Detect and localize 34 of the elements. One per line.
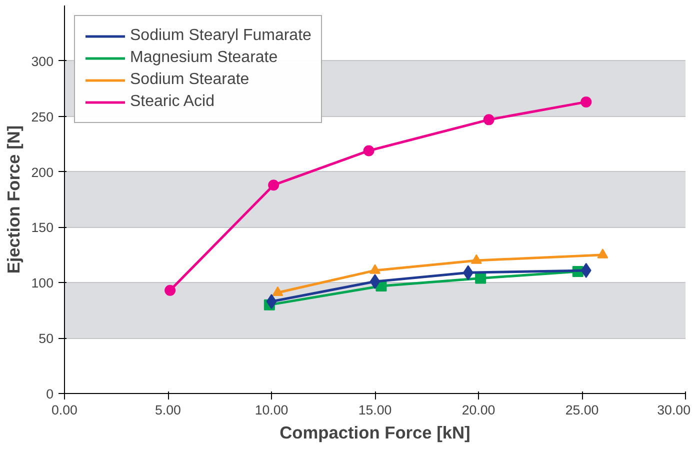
y-tick-label: 100 — [31, 276, 54, 291]
point — [580, 262, 592, 278]
legend-label: Stearic Acid — [130, 93, 214, 111]
x-tick-label: 10.00 — [254, 402, 288, 418]
y-tick-label: 50 — [38, 331, 54, 346]
x-tick-label: 20.00 — [462, 402, 496, 418]
point — [266, 294, 277, 309]
x-tick-label: 0.00 — [52, 402, 78, 418]
point — [580, 96, 592, 108]
x-tick-label: 25.00 — [565, 402, 599, 418]
point — [370, 264, 380, 274]
point — [272, 286, 284, 296]
y-tick-label: 200 — [31, 164, 54, 180]
point — [597, 248, 608, 258]
point — [363, 145, 374, 156]
legend-label: Magnesium Stearate — [130, 49, 278, 67]
legend-label: Sodium Stearate — [130, 71, 250, 89]
point — [164, 284, 176, 296]
x-axis-title: Compaction Force [kN] — [280, 422, 470, 442]
legend-label: Sodium Stearyl Fumarate — [130, 27, 312, 45]
y-tick-label: 300 — [31, 54, 54, 69]
x-tick-label: 30.00 — [657, 402, 691, 418]
point — [483, 114, 494, 126]
x-tick-label: 15.00 — [358, 402, 392, 418]
y-tick-label: 150 — [31, 220, 54, 236]
y-tick-label: 0 — [46, 386, 54, 402]
point — [268, 180, 280, 191]
y-axis-title: Ejection Force [N] — [3, 125, 24, 274]
x-tick-label: 5.00 — [155, 402, 181, 418]
point — [470, 254, 482, 264]
y-tick-label: 250 — [31, 109, 54, 124]
point — [370, 274, 380, 290]
point — [475, 272, 486, 284]
point — [462, 265, 474, 280]
